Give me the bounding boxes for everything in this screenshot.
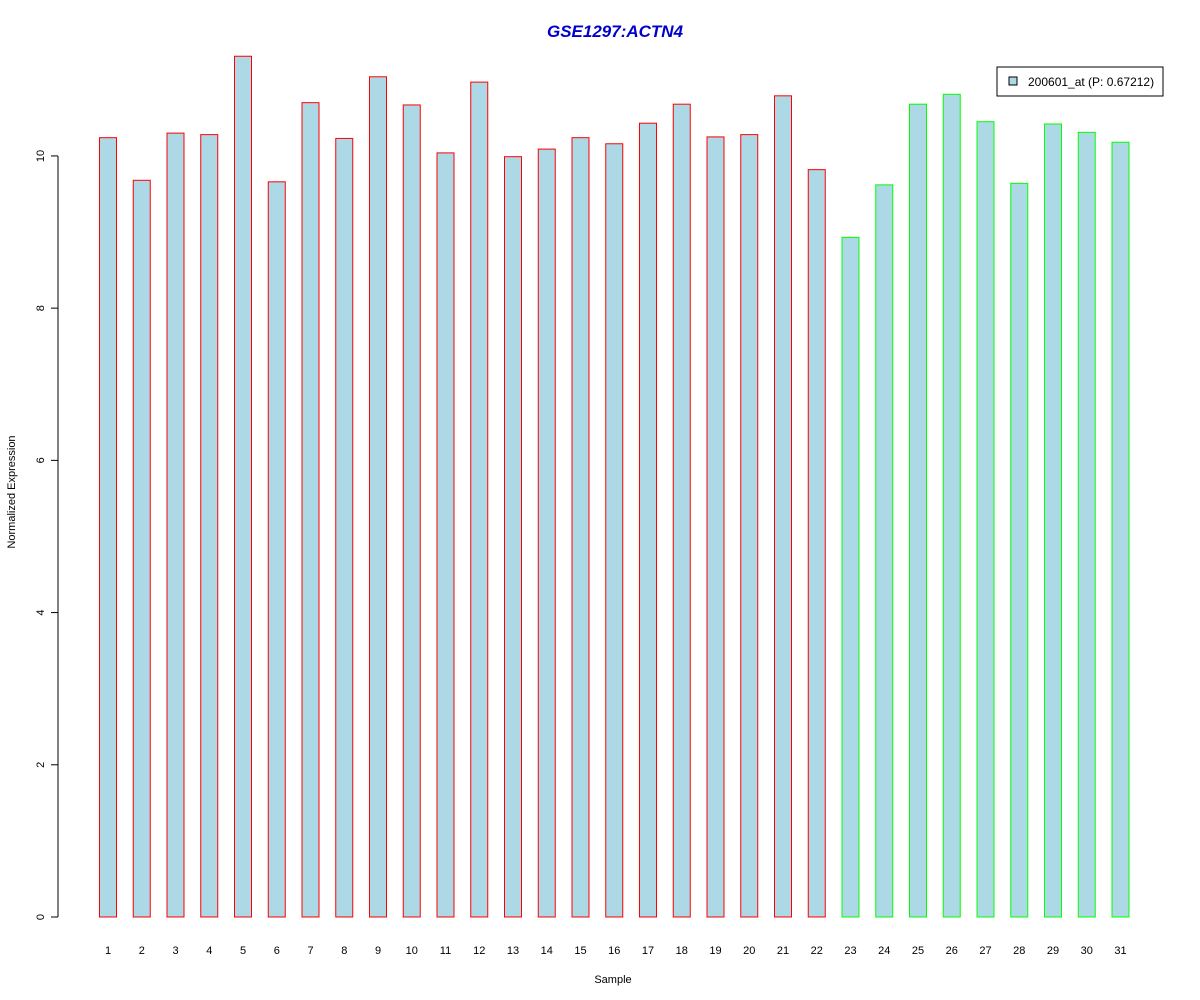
bar-sample-11: [436, 152, 455, 918]
bar-sample-12: [470, 81, 489, 918]
x-tick-label: 1: [105, 945, 111, 957]
x-tick-label: 7: [307, 945, 313, 957]
bar-sample-26: [942, 93, 961, 918]
bar-sample-10: [402, 104, 421, 918]
x-tick-label: 21: [777, 945, 789, 957]
x-tick-label: 13: [507, 945, 519, 957]
x-tick-label: 10: [406, 945, 418, 957]
x-axis: 1 2 3 4 5 6 7 8 9 10 11 12 13 14 15 16 17 18 19 20 21 22 23 24 2…: [105, 945, 1127, 957]
x-tick-label: 26: [946, 945, 958, 957]
legend-swatch: [1008, 76, 1018, 86]
x-tick-label: 9: [375, 945, 381, 957]
y-tick-label: 8: [35, 305, 47, 311]
y-tick-label: 4: [35, 610, 47, 616]
bar-sample-3: [166, 132, 185, 918]
legend: 200601_at (P: 0.67212): [996, 66, 1164, 97]
chart-title: GSE1297:ACTN4: [547, 22, 684, 41]
bar-sample-30: [1077, 131, 1096, 918]
y-tick-label: 0: [35, 914, 47, 920]
x-tick-label: 23: [844, 945, 856, 957]
y-tick-label: 2: [35, 762, 47, 768]
y-tick-label: 6: [35, 457, 47, 463]
x-tick-label: 5: [240, 945, 246, 957]
x-tick-label: 29: [1047, 945, 1059, 957]
x-tick-label: 28: [1013, 945, 1025, 957]
x-axis-label: Sample: [594, 974, 631, 986]
bar-sample-23: [841, 236, 860, 918]
bar-sample-19: [706, 136, 725, 918]
bar-sample-25: [909, 103, 927, 918]
bar-sample-1: [99, 137, 117, 918]
bar-sample-6: [267, 181, 286, 918]
bar-sample-8: [335, 137, 354, 918]
bar-sample-24: [875, 184, 894, 918]
bar-sample-28: [1010, 182, 1029, 918]
bar-sample-15: [571, 137, 590, 918]
bar-sample-16: [605, 143, 624, 918]
x-tick-label: 19: [709, 945, 721, 957]
bar-sample-9: [369, 76, 387, 918]
bar-sample-14: [537, 148, 556, 918]
x-tick-label: 6: [274, 945, 280, 957]
x-tick-label: 25: [912, 945, 924, 957]
bar-sample-17: [639, 122, 657, 918]
x-tick-label: 27: [979, 945, 991, 957]
bar-sample-22: [807, 169, 826, 918]
bar-sample-31: [1111, 141, 1130, 918]
x-tick-label: 15: [574, 945, 586, 957]
bar-sample-27: [976, 121, 995, 918]
bar-sample-18: [672, 103, 691, 918]
bar-sample-21: [774, 95, 792, 918]
y-axis: 0 2 4 6 8 10: [35, 150, 59, 920]
bar-sample-4: [200, 134, 219, 918]
y-tick-label: 10: [35, 150, 47, 162]
bar-sample-7: [301, 102, 320, 918]
x-tick-label: 2: [139, 945, 145, 957]
x-tick-label: 22: [811, 945, 823, 957]
bar-sample-20: [740, 134, 759, 918]
x-tick-label: 8: [341, 945, 347, 957]
bar-sample-29: [1044, 123, 1062, 918]
x-tick-label: 4: [206, 945, 212, 957]
x-tick-label: 20: [743, 945, 755, 957]
x-tick-label: 17: [642, 945, 654, 957]
bars-group: [99, 55, 1130, 918]
x-tick-label: 12: [473, 945, 485, 957]
x-tick-label: 24: [878, 945, 890, 957]
x-tick-label: 18: [676, 945, 688, 957]
y-axis-label: Normalized Expression: [6, 435, 18, 548]
x-tick-label: 3: [172, 945, 178, 957]
legend-box: [996, 66, 1164, 97]
bar-sample-5: [234, 55, 252, 918]
x-tick-label: 30: [1081, 945, 1093, 957]
x-tick-label: 14: [541, 945, 553, 957]
bar-sample-2: [132, 179, 151, 918]
x-tick-label: 11: [440, 945, 451, 957]
legend-label: 200601_at (P: 0.67212): [1028, 75, 1154, 89]
x-tick-label: 16: [608, 945, 620, 957]
x-tick-label: 31: [1114, 945, 1126, 957]
bar-sample-13: [504, 156, 522, 918]
